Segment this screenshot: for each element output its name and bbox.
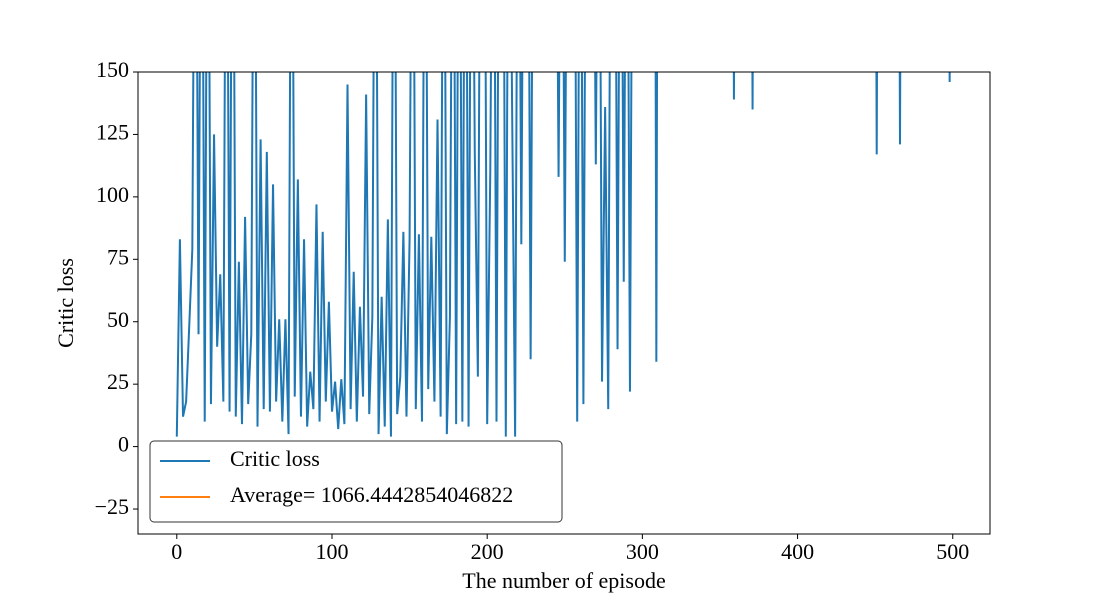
y-tick-label: 75 xyxy=(107,244,129,269)
legend-box xyxy=(149,440,563,523)
legend-label: Average= 1066.4442854046822 xyxy=(230,482,513,507)
y-tick-label: 50 xyxy=(107,307,129,332)
y-tick-label: 125 xyxy=(96,119,129,144)
y-tick-label: −25 xyxy=(95,494,129,519)
x-tick-label: 500 xyxy=(936,539,969,564)
x-tick-label: 100 xyxy=(315,539,348,564)
y-tick-label: 0 xyxy=(118,432,129,457)
legend-label: Critic loss xyxy=(230,446,320,471)
y-axis-label: Critic loss xyxy=(53,258,78,348)
plot-frame xyxy=(137,71,991,535)
x-tick-label: 200 xyxy=(471,539,504,564)
data-line xyxy=(175,72,951,437)
x-axis-label: The number of episode xyxy=(462,568,665,593)
plot-lines xyxy=(175,72,951,437)
y-tick-label: 100 xyxy=(96,182,129,207)
x-tick-label: 0 xyxy=(171,539,182,564)
y-tick-label: 25 xyxy=(107,369,129,394)
x-tick-label: 400 xyxy=(781,539,814,564)
x-tick-label: 300 xyxy=(626,539,659,564)
y-tick-label: 150 xyxy=(96,57,129,82)
